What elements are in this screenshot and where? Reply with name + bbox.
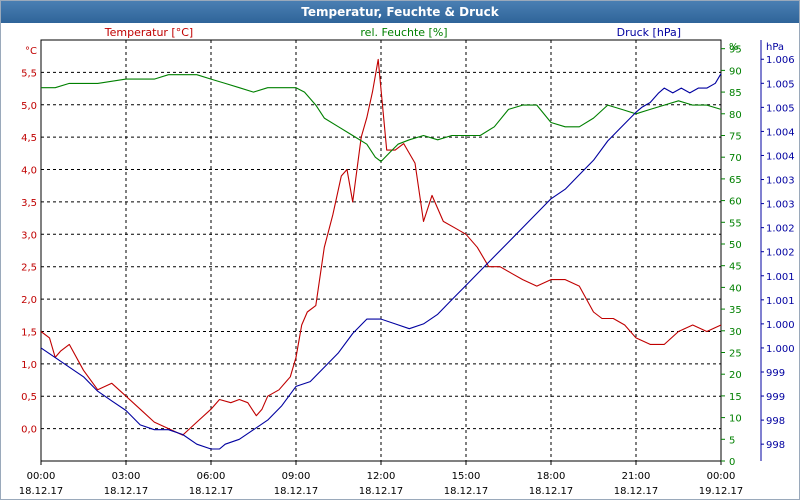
temperature-tick-label: 5,5	[21, 68, 37, 79]
x-tick-label-time: 03:00	[112, 471, 141, 482]
pressure-tick-label: 998	[766, 440, 785, 451]
humidity-tick-label: 25	[729, 348, 742, 359]
temperature-tick-label: 0,5	[21, 392, 37, 403]
x-tick-label-date: 18.12.17	[614, 486, 659, 497]
humidity-tick-label: 10	[729, 414, 742, 425]
temperature-tick-label: 5,0	[21, 101, 37, 112]
x-tick-label-time: 00:00	[707, 471, 736, 482]
humidity-tick-label: 30	[729, 327, 742, 338]
temperature-tick-label: 2,0	[21, 295, 37, 306]
x-tick-label-time: 15:00	[452, 471, 481, 482]
legend-label-temperature: Temperatur [°C]	[104, 26, 193, 39]
pressure-tick-label: 1.005	[766, 79, 795, 90]
temperature-unit-label: °C	[25, 46, 37, 57]
x-tick-label-date: 19.12.17	[699, 486, 744, 497]
humidity-tick-label: 5	[729, 435, 735, 446]
pressure-tick-label: 1.004	[766, 151, 795, 162]
pressure-tick-label: 1.005	[766, 103, 795, 114]
pressure-tick-label: 1.004	[766, 127, 795, 138]
temperature-tick-label: 1,5	[21, 327, 37, 338]
humidity-tick-label: 95	[729, 45, 742, 56]
humidity-tick-label: 65	[729, 175, 742, 186]
pressure-tick-label: 1.006	[766, 55, 795, 66]
humidity-tick-label: 75	[729, 131, 742, 142]
x-tick-label-date: 18.12.17	[444, 486, 489, 497]
x-tick-label-time: 06:00	[197, 471, 226, 482]
pressure-tick-label: 1.001	[766, 272, 795, 283]
pressure-tick-label: 999	[766, 368, 785, 379]
humidity-tick-label: 35	[729, 305, 742, 316]
humidity-tick-label: 45	[729, 262, 742, 273]
pressure-tick-label: 1.002	[766, 248, 795, 259]
x-tick-label-date: 18.12.17	[19, 486, 64, 497]
humidity-tick-label: 20	[729, 370, 742, 381]
pressure-tick-label: 1.002	[766, 224, 795, 235]
series-line-humidity	[41, 74, 722, 163]
x-tick-label-date: 18.12.17	[104, 486, 149, 497]
humidity-tick-label: 90	[729, 66, 742, 77]
x-tick-label-time: 21:00	[622, 471, 651, 482]
humidity-unit-label: %	[729, 42, 739, 53]
temperature-tick-label: 0,0	[21, 425, 37, 436]
legend-label-pressure: Druck [hPa]	[617, 26, 681, 39]
humidity-tick-label: 40	[729, 283, 742, 294]
humidity-tick-label: 50	[729, 240, 742, 251]
pressure-tick-label: 1.000	[766, 344, 795, 355]
temperature-tick-label: 3,0	[21, 230, 37, 241]
pressure-tick-label: 998	[766, 416, 785, 427]
x-tick-label-date: 18.12.17	[359, 486, 404, 497]
pressure-unit-label: hPa	[766, 42, 784, 53]
series-line-pressure	[40, 73, 722, 450]
humidity-tick-label: 80	[729, 110, 742, 121]
temperature-tick-label: 3,5	[21, 198, 37, 209]
temperature-tick-label: 4,5	[21, 133, 37, 144]
temperature-tick-label: 2,5	[21, 263, 37, 274]
humidity-tick-label: 0	[729, 457, 735, 468]
window-title: Temperatur, Feuchte & Druck	[1, 1, 799, 23]
chart: 00:00 18.12.17 03:00 18.12.17 06:00 18.12.17 0…	[19, 26, 795, 497]
x-tick-label-date: 18.12.17	[274, 486, 319, 497]
x-tick-label-date: 18.12.17	[529, 486, 574, 497]
pressure-tick-label: 1.003	[766, 200, 795, 211]
humidity-tick-label: 55	[729, 218, 742, 229]
temperature-tick-label: 1,0	[21, 360, 37, 371]
x-tick-label-time: 00:00	[27, 471, 56, 482]
pressure-tick-label: 1.003	[766, 176, 795, 187]
x-tick-label-time: 12:00	[367, 471, 396, 482]
humidity-tick-label: 15	[729, 392, 742, 403]
pressure-tick-label: 1.000	[766, 320, 795, 331]
humidity-tick-label: 60	[729, 197, 742, 208]
legend-label-humidity: rel. Feuchte [%]	[360, 26, 447, 39]
pressure-tick-label: 1.001	[766, 296, 795, 307]
humidity-tick-label: 85	[729, 88, 742, 99]
humidity-tick-label: 70	[729, 153, 742, 164]
temperature-tick-label: 4,0	[21, 166, 37, 177]
x-tick-label-time: 18:00	[537, 471, 566, 482]
x-tick-label-date: 18.12.17	[189, 486, 234, 497]
series-line-temperature	[40, 58, 722, 436]
x-tick-label-time: 09:00	[282, 471, 311, 482]
pressure-tick-label: 999	[766, 392, 785, 403]
